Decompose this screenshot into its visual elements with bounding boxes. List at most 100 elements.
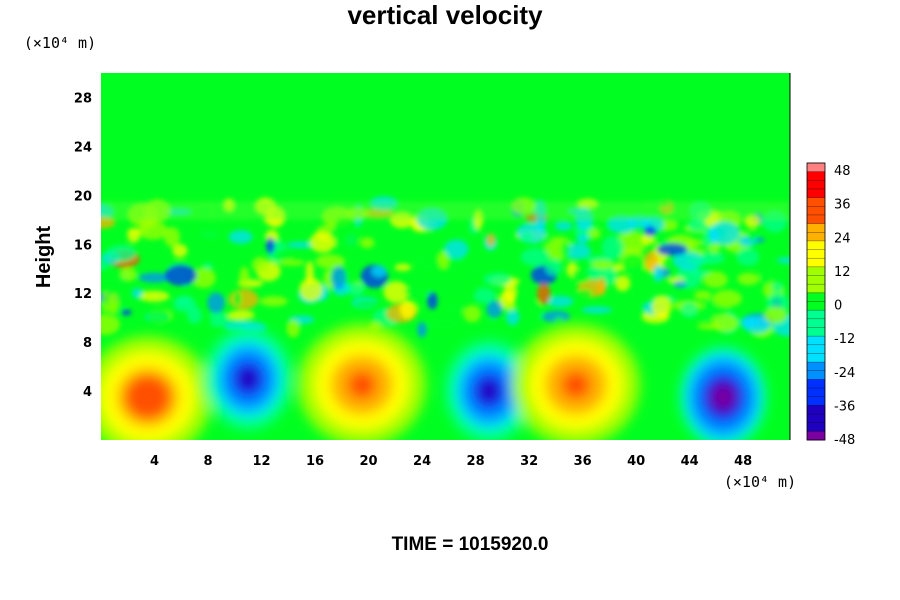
colorbar-tick-label: -36 <box>834 399 855 414</box>
colorbar-segment <box>807 370 825 380</box>
turbulence-cell <box>121 309 132 316</box>
colorbar-segment <box>807 188 825 199</box>
turbulence-cell <box>371 265 387 277</box>
downdraft-cell <box>711 384 735 410</box>
turbulence-cell <box>615 275 631 292</box>
turbulence-cell <box>438 250 449 270</box>
x-tick-label: 36 <box>574 454 592 469</box>
colorbar-segment <box>807 275 825 285</box>
turbulence-cell <box>575 288 593 299</box>
layer-band <box>101 201 790 220</box>
colorbar-tick-label: 24 <box>834 231 851 246</box>
colorbar <box>806 162 826 441</box>
colorbar-segment <box>807 422 825 432</box>
turbulence-cell <box>687 258 711 265</box>
velocity-cells-layer <box>101 323 768 440</box>
colorbar-segment <box>807 171 825 181</box>
colorbar-segment <box>807 362 825 372</box>
colorbar-segment <box>807 232 825 242</box>
x-tick-label: 16 <box>306 454 324 469</box>
turbulence-cell <box>736 248 759 266</box>
colorbar-segment <box>807 318 825 328</box>
turbulence-cell <box>616 231 647 256</box>
turbulence-cell <box>176 296 191 307</box>
colorbar-segment <box>807 301 825 311</box>
y-tick-label: 8 <box>83 336 92 351</box>
turbulence-cell <box>547 295 574 308</box>
turbulence-cell <box>473 288 496 304</box>
turbulence-cell <box>207 312 230 328</box>
colorbar-segment <box>807 388 825 398</box>
colorbar-segment <box>807 396 825 406</box>
turbulence-cell <box>656 243 688 256</box>
colorbar-segment <box>807 266 825 277</box>
turbulence-cell <box>652 238 669 246</box>
turbulence-cell <box>771 281 784 293</box>
colorbar-tick-label: -48 <box>834 433 855 448</box>
turbulence-cell <box>759 261 774 286</box>
colorbar-segment <box>807 240 825 251</box>
colorbar-segment <box>807 379 825 389</box>
colorbar-segment <box>807 214 825 225</box>
colorbar-segment <box>807 284 825 294</box>
turbulence-cell <box>777 257 790 264</box>
turbulence-cell <box>531 300 543 323</box>
turbulence-cell <box>101 314 120 335</box>
turbulence-cell <box>680 302 698 318</box>
turbulence-cell <box>360 237 375 249</box>
x-tick-label: 48 <box>734 454 752 469</box>
turbulence-cell <box>581 306 613 314</box>
turbulence-cell <box>447 301 465 316</box>
colorbar-tick-label: 48 <box>834 164 851 179</box>
turbulence-cell <box>394 263 412 272</box>
turbulence-cell <box>644 250 659 272</box>
turbulence-cell <box>620 253 646 275</box>
y-axis-label: Height <box>33 226 55 289</box>
colorbar-segment <box>807 206 825 216</box>
y-tick-label: 24 <box>74 140 92 155</box>
turbulence-cell <box>383 281 409 303</box>
turbulence-cell <box>186 305 202 324</box>
turbulence-cell <box>480 319 500 339</box>
turbulence-cell <box>228 230 253 244</box>
turbulence-cell <box>673 281 687 288</box>
turbulence-cell <box>138 290 170 302</box>
turbulence-cell <box>467 267 489 289</box>
colorbar-segment <box>807 197 825 207</box>
updraft-cell <box>561 371 591 399</box>
turbulence-cell <box>415 254 439 270</box>
turbulence-cell <box>652 265 663 283</box>
turbulence-cell <box>520 248 550 266</box>
x-tick-label: 32 <box>520 454 538 469</box>
turbulence-cell <box>227 310 255 320</box>
turbulence-cell <box>286 319 301 338</box>
x-tick-label: 24 <box>413 454 431 469</box>
x-tick-label: 20 <box>360 454 378 469</box>
turbulence-cell <box>484 272 512 287</box>
turbulence-cell <box>147 307 172 328</box>
colorbar-segment <box>807 353 825 363</box>
y-tick-label: 28 <box>74 91 92 106</box>
x-tick-label: 12 <box>252 454 270 469</box>
turbulence-layer <box>101 196 790 339</box>
turbulence-cell <box>576 234 590 244</box>
turbulence-cell <box>265 237 275 254</box>
turbulence-cell <box>403 285 431 297</box>
colorbar-segment <box>807 327 825 337</box>
turbulence-cell <box>278 259 306 266</box>
chart-title: vertical velocity <box>347 0 543 30</box>
turbulence-cell <box>196 222 223 242</box>
turbulence-cell <box>536 283 551 305</box>
turbulence-cell <box>427 292 438 310</box>
turbulence-cell <box>119 267 137 282</box>
colorbar-segment <box>807 431 825 441</box>
y-tick-label: 4 <box>83 385 92 400</box>
turbulence-cell <box>712 289 742 308</box>
colorbar-frame <box>806 162 826 441</box>
turbulence-cell <box>697 323 723 330</box>
colorbar-ticks: 48 36 24 12 0 -12 -24 -36 -48 <box>834 164 855 448</box>
turbulence-cell <box>693 306 719 318</box>
turbulence-cell <box>747 229 757 242</box>
turbulence-cell <box>506 308 520 326</box>
turbulence-cell <box>346 282 365 297</box>
